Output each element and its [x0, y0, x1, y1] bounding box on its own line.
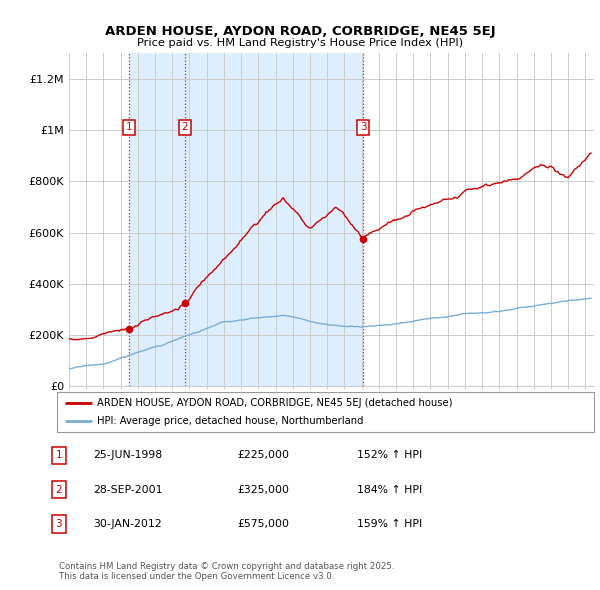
Bar [129, 53, 185, 386]
Text: 28-SEP-2001: 28-SEP-2001 [93, 485, 163, 494]
Text: 25-JUN-1998: 25-JUN-1998 [93, 451, 162, 460]
Text: 159% ↑ HPI: 159% ↑ HPI [357, 519, 422, 529]
Text: 1: 1 [125, 123, 132, 133]
Text: Contains HM Land Registry data © Crown copyright and database right 2025.
This d: Contains HM Land Registry data © Crown c… [59, 562, 394, 581]
Text: 30-JAN-2012: 30-JAN-2012 [93, 519, 161, 529]
Text: 2: 2 [182, 123, 188, 133]
Text: 2: 2 [55, 485, 62, 494]
Text: 3: 3 [55, 519, 62, 529]
Bar [185, 53, 363, 386]
Text: £325,000: £325,000 [237, 485, 289, 494]
Text: HPI: Average price, detached house, Northumberland: HPI: Average price, detached house, Nort… [97, 416, 364, 426]
Text: ARDEN HOUSE, AYDON ROAD, CORBRIDGE, NE45 5EJ: ARDEN HOUSE, AYDON ROAD, CORBRIDGE, NE45… [104, 25, 496, 38]
Text: ARDEN HOUSE, AYDON ROAD, CORBRIDGE, NE45 5EJ (detached house): ARDEN HOUSE, AYDON ROAD, CORBRIDGE, NE45… [97, 398, 453, 408]
Text: Price paid vs. HM Land Registry's House Price Index (HPI): Price paid vs. HM Land Registry's House … [137, 38, 463, 48]
Text: 1: 1 [55, 451, 62, 460]
Text: 152% ↑ HPI: 152% ↑ HPI [357, 451, 422, 460]
Text: £225,000: £225,000 [237, 451, 289, 460]
Text: 3: 3 [359, 123, 367, 133]
Text: 184% ↑ HPI: 184% ↑ HPI [357, 485, 422, 494]
Text: £575,000: £575,000 [237, 519, 289, 529]
